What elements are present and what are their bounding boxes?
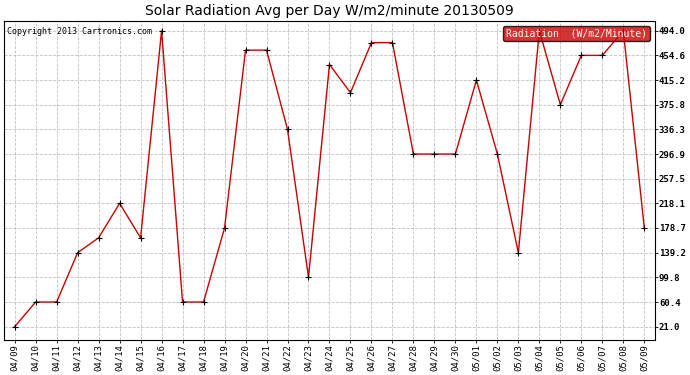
Legend: Radiation  (W/m2/Minute): Radiation (W/m2/Minute) — [503, 26, 650, 41]
Text: Copyright 2013 Cartronics.com: Copyright 2013 Cartronics.com — [8, 27, 152, 36]
Title: Solar Radiation Avg per Day W/m2/minute 20130509: Solar Radiation Avg per Day W/m2/minute … — [145, 4, 514, 18]
